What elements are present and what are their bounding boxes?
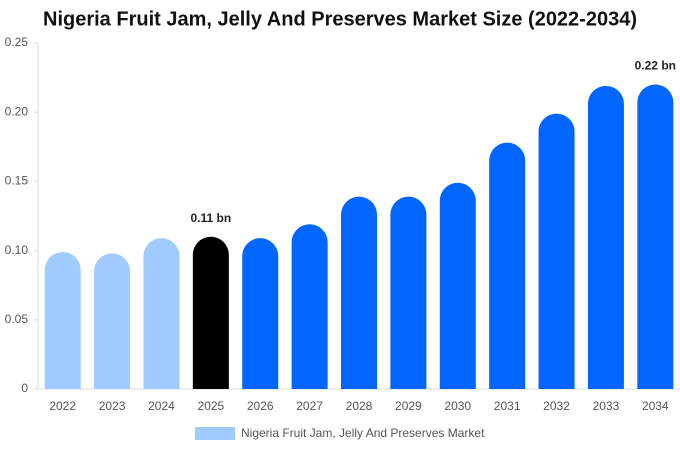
y-tick-label: 0.20 — [5, 104, 29, 118]
bar — [44, 251, 81, 389]
x-tick-label: 2032 — [543, 399, 570, 413]
legend-label: Nigeria Fruit Jam, Jelly And Preserves M… — [241, 426, 485, 440]
x-tick-label: 2028 — [346, 399, 373, 413]
y-tick-label: 0.05 — [5, 312, 29, 326]
x-tick-label: 2022 — [49, 399, 76, 413]
bar — [143, 238, 180, 389]
value-label: 0.11 bn — [191, 211, 232, 225]
legend-swatch — [195, 427, 235, 440]
bar — [94, 253, 131, 389]
chart-title: Nigeria Fruit Jam, Jelly And Preserves M… — [43, 8, 637, 30]
x-tick-label: 2027 — [296, 399, 323, 413]
x-tick-label: 2031 — [494, 399, 521, 413]
x-tick-label: 2026 — [247, 399, 274, 413]
x-tick-label: 2034 — [642, 399, 669, 413]
bar — [538, 113, 575, 390]
bar — [390, 196, 427, 389]
bar — [439, 182, 476, 389]
bar — [341, 196, 377, 389]
y-tick-label: 0.25 — [5, 35, 29, 49]
bar — [192, 236, 229, 389]
y-tick-label: 0.15 — [5, 174, 29, 188]
x-tick-label: 2030 — [444, 399, 471, 413]
y-tick-label: 0 — [21, 381, 28, 395]
value-label: 0.22 bn — [635, 59, 676, 73]
bar — [291, 224, 328, 389]
bar — [489, 142, 526, 389]
x-tick-label: 2025 — [197, 399, 224, 413]
x-tick-label: 2029 — [395, 399, 422, 413]
bar — [587, 85, 624, 390]
bar — [242, 238, 279, 389]
x-tick-label: 2033 — [593, 399, 620, 413]
y-tick-label: 0.10 — [5, 243, 29, 257]
x-tick-label: 2023 — [99, 399, 126, 413]
bar — [637, 84, 674, 390]
x-tick-label: 2024 — [148, 399, 175, 413]
